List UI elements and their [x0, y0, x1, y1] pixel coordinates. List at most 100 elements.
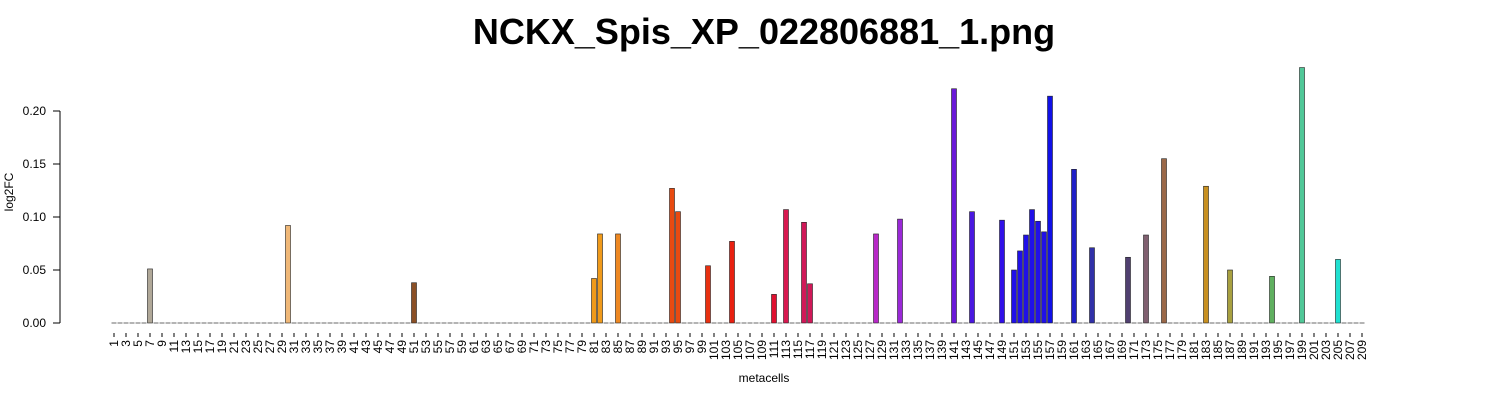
x-tick-label: 55 [431, 340, 445, 354]
x-tick-label: 21 [227, 340, 241, 354]
x-tick-label: 127 [863, 340, 877, 360]
x-tick-label: 181 [1187, 340, 1201, 360]
x-tick-label: 59 [455, 340, 469, 354]
x-tick-label: 17 [203, 340, 217, 354]
x-tick-label: 103 [719, 340, 733, 360]
x-tick-label: 173 [1139, 340, 1153, 360]
x-tick-label: 163 [1079, 340, 1093, 360]
bar-metacell-51 [411, 282, 417, 324]
x-tick-label: 53 [419, 340, 433, 354]
x-tick-label: 187 [1223, 340, 1237, 360]
x-tick-label: 43 [359, 340, 373, 354]
bar-metacell-113 [783, 209, 789, 324]
x-tick-label: 171 [1127, 340, 1141, 360]
x-tick-label: 191 [1247, 340, 1261, 360]
x-tick-label: 87 [623, 340, 637, 354]
x-tick-label: 119 [815, 340, 829, 359]
x-tick-label: 13 [179, 340, 193, 354]
x-tick-label: 161 [1067, 340, 1081, 360]
x-tick-label: 89 [635, 340, 649, 354]
bar-metacell-132 [897, 218, 903, 324]
x-tick-label: 115 [791, 340, 805, 359]
x-tick-label: 47 [383, 340, 397, 354]
bar-metacell-194 [1269, 276, 1275, 324]
y-tick-label: 0.20 [23, 104, 47, 118]
y-tick-label: 0.15 [23, 157, 47, 171]
x-tick-label: 35 [311, 340, 325, 354]
x-tick-label: 117 [803, 340, 817, 359]
x-tick-label: 113 [779, 340, 793, 359]
x-tick-label: 199 [1295, 340, 1309, 360]
bar-metacell-117 [807, 283, 813, 324]
bar-metacell-111 [771, 294, 777, 324]
x-tick-label: 133 [899, 340, 913, 360]
x-tick-label: 39 [335, 340, 349, 354]
x-tick-label: 71 [527, 340, 541, 354]
x-tick-label: 69 [515, 340, 529, 354]
bar-metacell-170 [1125, 256, 1131, 324]
x-tick-label: 157 [1043, 340, 1057, 360]
x-tick-label: 79 [575, 340, 589, 354]
x-tick-label: 151 [1007, 340, 1021, 360]
x-tick-label: 143 [959, 340, 973, 360]
x-tick-label: 31 [287, 340, 301, 354]
bar-metacell-156 [1041, 231, 1047, 324]
bar-metacell-100 [705, 265, 711, 324]
bar-metacell-183 [1203, 185, 1209, 324]
bar-metacell-155 [1035, 220, 1041, 324]
x-tick-label: 165 [1091, 340, 1105, 360]
x-tick-label: 109 [755, 340, 769, 360]
x-tick-label: 45 [371, 340, 385, 354]
x-tick-label: 159 [1055, 340, 1069, 360]
x-tick-label: 141 [947, 340, 961, 360]
x-tick-label: 1 [107, 340, 121, 347]
x-tick-label: 169 [1115, 340, 1129, 360]
x-tick-label: 129 [875, 340, 889, 360]
x-tick-label: 205 [1331, 340, 1345, 360]
bar-metacell-7 [147, 268, 153, 324]
x-tick-label: 81 [587, 340, 601, 354]
bar-metacell-161 [1071, 169, 1077, 324]
y-tick-label: 0.00 [23, 316, 47, 330]
x-tick-label: 209 [1355, 340, 1369, 360]
x-tick-label: 77 [563, 340, 577, 354]
x-tick-label: 125 [851, 340, 865, 360]
bar-metacell-151 [1011, 269, 1017, 324]
x-tick-label: 41 [347, 340, 361, 354]
x-tick-label: 61 [467, 340, 481, 354]
x-tick-label: 93 [659, 340, 673, 354]
x-tick-label: 189 [1235, 340, 1249, 360]
bar-metacell-95 [675, 211, 681, 324]
x-tick-label: 7 [143, 340, 157, 347]
x-tick-label: 73 [539, 340, 553, 354]
x-tick-label: 85 [611, 340, 625, 354]
x-tick-label: 167 [1103, 340, 1117, 360]
x-tick-label: 139 [935, 340, 949, 360]
x-axis: 1357911131517192123252729313335373941434… [107, 333, 1369, 360]
bar-metacell-164 [1089, 247, 1095, 324]
bar-metacell-199 [1299, 67, 1305, 324]
bar-metacell-173 [1143, 234, 1149, 324]
x-tick-label: 195 [1271, 340, 1285, 360]
bar-metacell-82 [597, 233, 603, 324]
x-tick-label: 121 [827, 340, 841, 360]
x-tick-label: 203 [1319, 340, 1333, 360]
bar-metacell-81 [591, 278, 597, 324]
x-axis-label: metacells [739, 371, 790, 385]
bar-metacell-157 [1047, 95, 1053, 324]
bar-metacell-85 [615, 233, 621, 324]
bar-metacell-154 [1029, 209, 1035, 324]
x-tick-label: 97 [683, 340, 697, 354]
bar-metacell-205 [1335, 259, 1341, 324]
bar-metacell-176 [1161, 158, 1167, 324]
x-tick-label: 201 [1307, 340, 1321, 360]
bar-metacell-128 [873, 233, 879, 324]
x-tick-label: 99 [695, 340, 709, 354]
x-tick-label: 131 [887, 340, 901, 360]
x-tick-label: 137 [923, 340, 937, 360]
x-tick-label: 49 [395, 340, 409, 354]
x-tick-label: 175 [1151, 340, 1165, 360]
bar-metacell-152 [1017, 250, 1023, 324]
bar-metacell-187 [1227, 269, 1233, 324]
